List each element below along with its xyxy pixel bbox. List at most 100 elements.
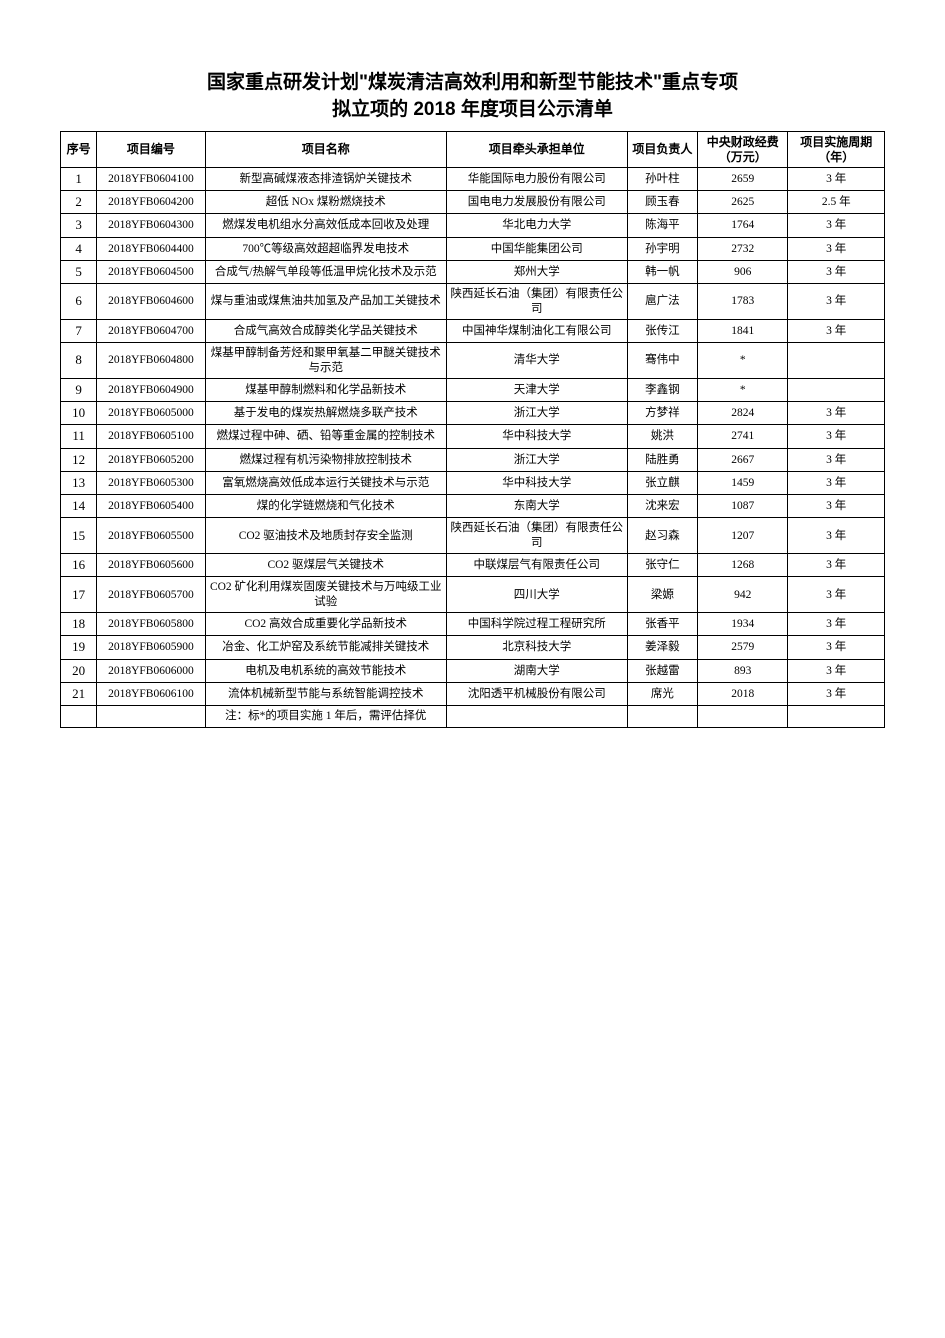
cell-idx: 15 — [61, 518, 97, 554]
cell-pi: 孙宇明 — [627, 237, 697, 260]
table-row: 152018YFB0605500CO2 驱油技术及地质封存安全监测陕西延长石油（… — [61, 518, 885, 554]
cell-lead: 郑州大学 — [446, 260, 627, 283]
cell-code: 2018YFB0605800 — [97, 613, 206, 636]
cell-fund: 893 — [698, 659, 788, 682]
cell-code: 2018YFB0605300 — [97, 471, 206, 494]
cell-lead: 华北电力大学 — [446, 214, 627, 237]
cell-idx: 3 — [61, 214, 97, 237]
col-header-name: 项目名称 — [205, 132, 446, 168]
cell-idx: 16 — [61, 554, 97, 577]
cell-period: 3 年 — [788, 167, 885, 190]
col-header-pi: 项目负责人 — [627, 132, 697, 168]
table-row: 12018YFB0604100新型高碱煤液态排渣锅炉关键技术华能国际电力股份有限… — [61, 167, 885, 190]
cell-code: 2018YFB0605400 — [97, 495, 206, 518]
table-row: 122018YFB0605200燃煤过程有机污染物排放控制技术浙江大学陆胜勇26… — [61, 448, 885, 471]
cell-period: 3 年 — [788, 425, 885, 448]
cell-period: 3 年 — [788, 613, 885, 636]
cell-name: 流体机械新型节能与系统智能调控技术 — [205, 682, 446, 705]
table-row: 102018YFB0605000基于发电的煤炭热解燃烧多联产技术浙江大学方梦祥2… — [61, 402, 885, 425]
cell-idx: 20 — [61, 659, 97, 682]
cell-pi: 沈来宏 — [627, 495, 697, 518]
table-row: 112018YFB0605100燃煤过程中砷、硒、铅等重金属的控制技术华中科技大… — [61, 425, 885, 448]
cell-lead: 中国科学院过程工程研究所 — [446, 613, 627, 636]
cell-period: 3 年 — [788, 237, 885, 260]
cell-pi: 赵习森 — [627, 518, 697, 554]
cell-pi: 梁嫄 — [627, 577, 697, 613]
cell-fund: 1764 — [698, 214, 788, 237]
cell-period: 3 年 — [788, 577, 885, 613]
cell-code: 2018YFB0604400 — [97, 237, 206, 260]
cell-name: CO2 矿化利用煤炭固废关键技术与万吨级工业试验 — [205, 577, 446, 613]
cell-lead: 陕西延长石油（集团）有限责任公司 — [446, 518, 627, 554]
cell-pi: 姚洪 — [627, 425, 697, 448]
cell-period: 3 年 — [788, 448, 885, 471]
cell-lead: 陕西延长石油（集团）有限责任公司 — [446, 284, 627, 320]
cell-fund: 942 — [698, 577, 788, 613]
cell-lead: 湖南大学 — [446, 659, 627, 682]
cell-idx: 4 — [61, 237, 97, 260]
cell-fund: 2732 — [698, 237, 788, 260]
document-page: 国家重点研发计划"煤炭清洁高效利用和新型节能技术"重点专项 拟立项的 2018 … — [0, 0, 945, 1338]
table-row: 72018YFB0604700合成气高效合成醇类化学品关键技术中国神华煤制油化工… — [61, 319, 885, 342]
cell-blank — [61, 706, 97, 727]
table-note-row: 注：标*的项目实施 1 年后，需评估择优 — [61, 706, 885, 727]
cell-code: 2018YFB0605100 — [97, 425, 206, 448]
cell-name: 700℃等级高效超超临界发电技术 — [205, 237, 446, 260]
cell-period: 3 年 — [788, 518, 885, 554]
cell-lead: 浙江大学 — [446, 402, 627, 425]
cell-idx: 10 — [61, 402, 97, 425]
cell-fund: 1268 — [698, 554, 788, 577]
cell-blank — [698, 706, 788, 727]
cell-fund: 1934 — [698, 613, 788, 636]
cell-lead: 东南大学 — [446, 495, 627, 518]
cell-pi: 陈海平 — [627, 214, 697, 237]
cell-fund: 1783 — [698, 284, 788, 320]
cell-lead: 天津大学 — [446, 378, 627, 401]
table-header-row: 序号 项目编号 项目名称 项目牵头承担单位 项目负责人 中央财政经费（万元） 项… — [61, 132, 885, 168]
cell-idx: 6 — [61, 284, 97, 320]
cell-period: 2.5 年 — [788, 191, 885, 214]
cell-blank — [97, 706, 206, 727]
cell-idx: 21 — [61, 682, 97, 705]
cell-idx: 11 — [61, 425, 97, 448]
cell-name: 冶金、化工炉窑及系统节能减排关键技术 — [205, 636, 446, 659]
cell-code: 2018YFB0606100 — [97, 682, 206, 705]
cell-lead: 中联煤层气有限责任公司 — [446, 554, 627, 577]
cell-period: 3 年 — [788, 659, 885, 682]
cell-lead: 浙江大学 — [446, 448, 627, 471]
cell-lead: 四川大学 — [446, 577, 627, 613]
cell-pi: 张传江 — [627, 319, 697, 342]
cell-idx: 7 — [61, 319, 97, 342]
cell-fund: * — [698, 343, 788, 379]
cell-fund: 2667 — [698, 448, 788, 471]
page-title-block: 国家重点研发计划"煤炭清洁高效利用和新型节能技术"重点专项 拟立项的 2018 … — [60, 70, 885, 123]
col-header-fund: 中央财政经费（万元） — [698, 132, 788, 168]
cell-period: 3 年 — [788, 495, 885, 518]
cell-pi: 顾玉春 — [627, 191, 697, 214]
cell-pi: 张香平 — [627, 613, 697, 636]
cell-code: 2018YFB0604700 — [97, 319, 206, 342]
table-row: 52018YFB0604500合成气/热解气单段等低温甲烷化技术及示范郑州大学韩… — [61, 260, 885, 283]
cell-idx: 5 — [61, 260, 97, 283]
cell-pi: 姜泽毅 — [627, 636, 697, 659]
title-line-1: 国家重点研发计划"煤炭清洁高效利用和新型节能技术"重点专项 — [60, 70, 885, 97]
cell-period: 3 年 — [788, 260, 885, 283]
cell-fund: 2625 — [698, 191, 788, 214]
cell-idx: 9 — [61, 378, 97, 401]
cell-lead: 沈阳透平机械股份有限公司 — [446, 682, 627, 705]
cell-fund: 1207 — [698, 518, 788, 554]
table-row: 142018YFB0605400煤的化学链燃烧和气化技术东南大学沈来宏10873… — [61, 495, 885, 518]
cell-idx: 18 — [61, 613, 97, 636]
table-row: 22018YFB0604200超低 NOx 煤粉燃烧技术国电电力发展股份有限公司… — [61, 191, 885, 214]
cell-name: 煤的化学链燃烧和气化技术 — [205, 495, 446, 518]
table-row: 32018YFB0604300燃煤发电机组水分高效低成本回收及处理华北电力大学陈… — [61, 214, 885, 237]
cell-idx: 13 — [61, 471, 97, 494]
cell-pi: 扈广法 — [627, 284, 697, 320]
cell-fund: 2659 — [698, 167, 788, 190]
table-row: 182018YFB0605800CO2 高效合成重要化学品新技术中国科学院过程工… — [61, 613, 885, 636]
col-header-code: 项目编号 — [97, 132, 206, 168]
cell-pi: 骞伟中 — [627, 343, 697, 379]
cell-period: 3 年 — [788, 554, 885, 577]
cell-name: 燃煤发电机组水分高效低成本回收及处理 — [205, 214, 446, 237]
cell-lead: 国电电力发展股份有限公司 — [446, 191, 627, 214]
